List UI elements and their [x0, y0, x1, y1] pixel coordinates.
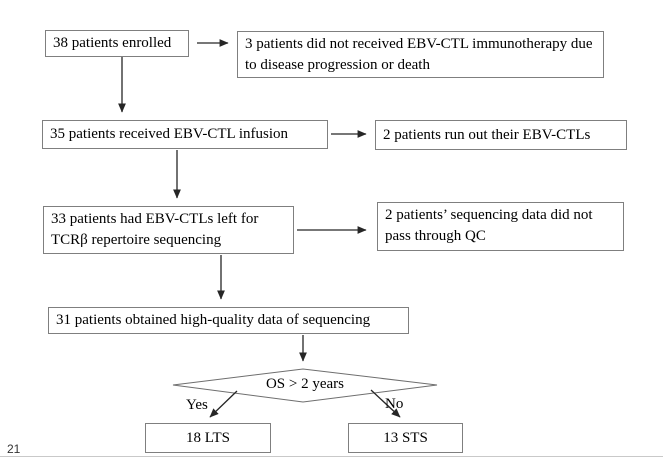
- decision-yes-label: Yes: [186, 397, 208, 413]
- decision-no-label: No: [385, 396, 404, 412]
- flow-box-lts: 18 LTS: [145, 423, 271, 453]
- flow-box-ctls-left: 33 patients had EBV-CTLs left for TCRβ r…: [43, 206, 294, 254]
- flow-box-excluded-no-therapy: 3 patients did not received EBV-CTL immu…: [237, 31, 604, 78]
- slide-footer-divider: [0, 456, 663, 457]
- flow-box-qc-fail: 2 patients’ sequencing data did not pass…: [377, 202, 624, 251]
- slide-page-number: 21: [7, 442, 21, 456]
- flow-box-infusion: 35 patients received EBV-CTL infusion: [42, 120, 328, 149]
- flow-box-sts: 13 STS: [348, 423, 463, 453]
- decision-label: OS > 2 years: [265, 376, 345, 392]
- arrow-decision-yes-to-lts: [209, 390, 238, 418]
- flow-box-high-quality: 31 patients obtained high-quality data o…: [48, 307, 409, 334]
- flow-box-ran-out: 2 patients run out their EBV-CTLs: [375, 120, 627, 150]
- flow-box-enrolled: 38 patients enrolled: [45, 30, 189, 57]
